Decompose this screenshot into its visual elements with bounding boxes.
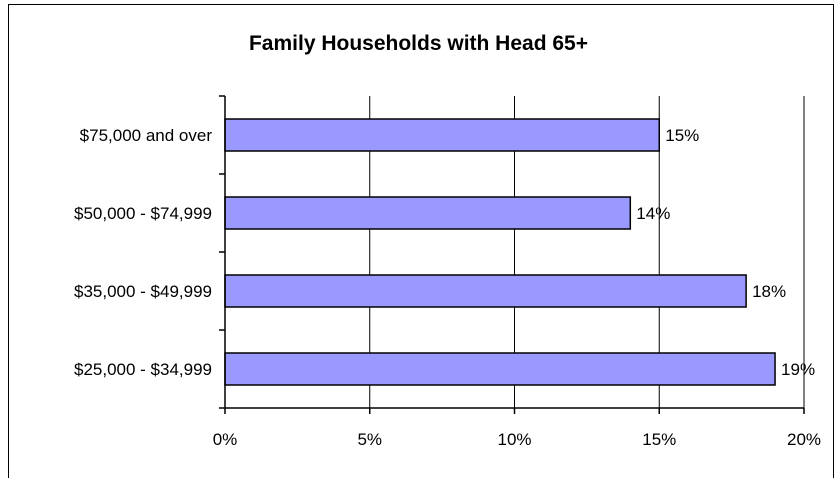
chart-frame bbox=[8, 4, 834, 478]
x-tick-label: 0% bbox=[213, 430, 238, 449]
chart-title: Family Households with Head 65+ bbox=[248, 32, 588, 55]
x-tick-label: 5% bbox=[357, 430, 382, 449]
category-label: $35,000 - $49,999 bbox=[74, 282, 212, 301]
data-label: 14% bbox=[636, 204, 670, 223]
data-label: 18% bbox=[752, 282, 786, 301]
bar bbox=[224, 352, 776, 386]
data-label: 15% bbox=[665, 126, 699, 145]
x-tick-label: 15% bbox=[642, 430, 676, 449]
category-label: $25,000 - $34,999 bbox=[74, 360, 212, 379]
bar bbox=[224, 196, 632, 230]
data-label: 19% bbox=[781, 360, 815, 379]
bar bbox=[224, 274, 747, 308]
category-label: $50,000 - $74,999 bbox=[74, 204, 212, 223]
category-label: $75,000 and over bbox=[80, 126, 213, 145]
bar bbox=[224, 118, 660, 152]
x-tick-label: 10% bbox=[497, 430, 531, 449]
x-tick-label: 20% bbox=[787, 430, 821, 449]
